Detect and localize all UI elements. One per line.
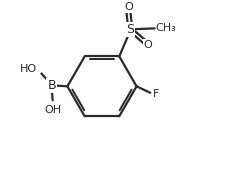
Text: O: O bbox=[124, 2, 133, 12]
Text: CH₃: CH₃ bbox=[155, 23, 176, 33]
Text: HO: HO bbox=[20, 64, 37, 74]
Text: B: B bbox=[47, 79, 56, 92]
Text: O: O bbox=[144, 40, 153, 50]
Text: F: F bbox=[153, 89, 159, 99]
Text: S: S bbox=[126, 23, 134, 36]
Text: OH: OH bbox=[44, 105, 61, 115]
